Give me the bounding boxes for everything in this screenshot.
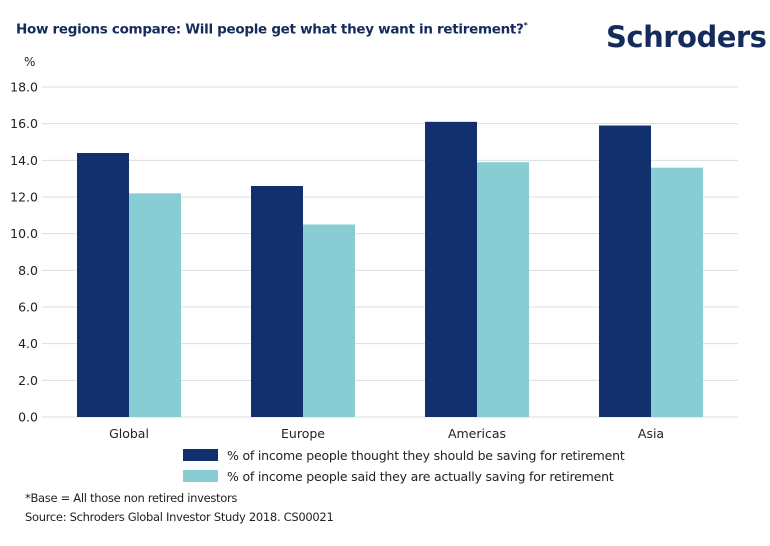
bar-americas-series-1: [425, 121, 477, 417]
chart-title: How regions compare: Will people get wha…: [16, 21, 528, 38]
x-axis-ticks: Global Europe Americas Asia: [109, 426, 664, 441]
y-tick-label: 14.0: [10, 153, 38, 168]
footnote-base: *Base = All those non retired investors: [25, 491, 238, 505]
legend-item-should-save: % of income people thought they should b…: [183, 445, 625, 465]
y-tick-label: 6.0: [18, 300, 38, 315]
y-tick-label: 8.0: [18, 263, 38, 278]
x-tick-label: Americas: [448, 426, 506, 441]
title-footnote-marker: *: [523, 21, 528, 30]
bar-global-series-2: [129, 193, 181, 417]
schroders-logo: Schroders: [606, 20, 767, 54]
y-axis-ticks: 0.0 2.0 4.0 6.0 8.0 10.0 12.0 14.0 16.0 18.0: [10, 80, 38, 425]
bar-global-series-1: [77, 153, 129, 417]
y-tick-label: 0.0: [18, 410, 38, 425]
y-axis-label: %: [24, 55, 36, 69]
x-tick-label: Europe: [281, 426, 325, 441]
y-tick-label: 12.0: [10, 190, 38, 205]
legend-label-actually-saving: % of income people said they are actuall…: [227, 468, 614, 484]
legend-swatch-should-save: [183, 449, 218, 461]
bars: [77, 121, 703, 417]
chart-title-text: How regions compare: Will people get wha…: [16, 21, 524, 38]
y-tick-label: 4.0: [18, 336, 38, 351]
x-tick-label: Asia: [638, 426, 664, 441]
legend-item-actually-saving: % of income people said they are actuall…: [183, 466, 625, 486]
x-tick-label: Global: [109, 426, 149, 441]
bar-asia-series-1: [599, 125, 651, 417]
bar-europe-series-2: [303, 224, 355, 417]
y-tick-label: 18.0: [10, 80, 38, 95]
bar-europe-series-1: [251, 186, 303, 417]
legend-label-should-save: % of income people thought they should b…: [227, 447, 625, 463]
y-tick-label: 16.0: [10, 116, 38, 131]
bar-americas-series-2: [477, 162, 529, 417]
legend-swatch-actually-saving: [183, 470, 218, 482]
y-tick-label: 2.0: [18, 373, 38, 388]
footnote-source: Source: Schroders Global Investor Study …: [25, 510, 334, 524]
y-tick-label: 10.0: [10, 226, 38, 241]
legend: % of income people thought they should b…: [183, 445, 625, 487]
bar-asia-series-2: [651, 167, 703, 417]
